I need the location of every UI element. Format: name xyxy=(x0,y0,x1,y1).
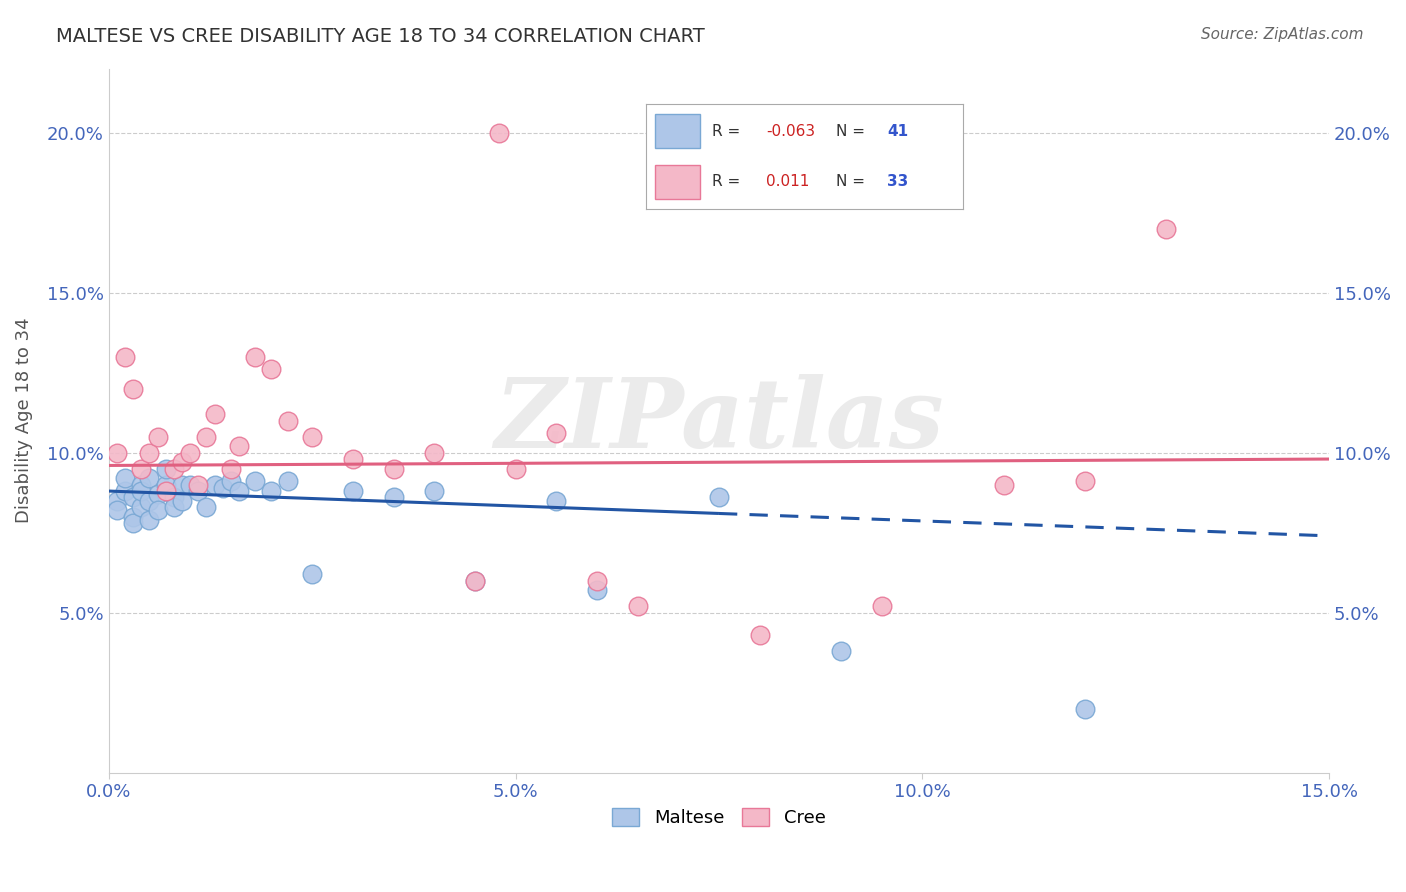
Point xyxy=(155,477,177,491)
Point xyxy=(105,503,128,517)
Point xyxy=(748,628,770,642)
Point xyxy=(993,477,1015,491)
Point xyxy=(179,445,201,459)
Point xyxy=(830,644,852,658)
Point xyxy=(464,574,486,588)
Point xyxy=(146,487,169,501)
Point xyxy=(707,491,730,505)
Point xyxy=(138,471,160,485)
Point xyxy=(1156,221,1178,235)
Point xyxy=(138,513,160,527)
Point xyxy=(423,445,446,459)
Point xyxy=(626,599,648,614)
Point xyxy=(423,484,446,499)
Point xyxy=(122,382,145,396)
Point xyxy=(204,407,226,421)
Point xyxy=(163,500,186,514)
Point xyxy=(546,493,568,508)
Point xyxy=(277,475,299,489)
Point xyxy=(382,491,405,505)
Point xyxy=(138,445,160,459)
Point xyxy=(187,477,209,491)
Point xyxy=(301,567,323,582)
Point xyxy=(546,426,568,441)
Point xyxy=(187,484,209,499)
Point xyxy=(163,491,186,505)
Point xyxy=(1074,702,1097,716)
Point xyxy=(155,484,177,499)
Point xyxy=(105,445,128,459)
Point xyxy=(195,500,218,514)
Legend: Maltese, Cree: Maltese, Cree xyxy=(605,800,832,834)
Point xyxy=(170,455,193,469)
Text: MALTESE VS CREE DISABILITY AGE 18 TO 34 CORRELATION CHART: MALTESE VS CREE DISABILITY AGE 18 TO 34 … xyxy=(56,27,704,45)
Point xyxy=(155,461,177,475)
Point xyxy=(301,430,323,444)
Point xyxy=(122,509,145,524)
Point xyxy=(129,461,152,475)
Point xyxy=(219,461,242,475)
Point xyxy=(277,414,299,428)
Point xyxy=(870,599,893,614)
Point xyxy=(195,430,218,444)
Y-axis label: Disability Age 18 to 34: Disability Age 18 to 34 xyxy=(15,318,32,524)
Point xyxy=(245,475,267,489)
Point xyxy=(114,350,136,364)
Point xyxy=(505,461,527,475)
Point xyxy=(138,493,160,508)
Point xyxy=(586,574,609,588)
Point xyxy=(129,484,152,499)
Point xyxy=(114,484,136,499)
Point xyxy=(146,430,169,444)
Point xyxy=(382,461,405,475)
Point xyxy=(129,477,152,491)
Point xyxy=(179,477,201,491)
Point xyxy=(488,126,510,140)
Point xyxy=(163,461,186,475)
Text: Source: ZipAtlas.com: Source: ZipAtlas.com xyxy=(1201,27,1364,42)
Point xyxy=(260,362,283,376)
Text: ZIPatlas: ZIPatlas xyxy=(494,374,943,467)
Point xyxy=(211,481,233,495)
Point xyxy=(204,477,226,491)
Point xyxy=(105,493,128,508)
Point xyxy=(129,500,152,514)
Point xyxy=(219,475,242,489)
Point xyxy=(170,493,193,508)
Point xyxy=(146,503,169,517)
Point xyxy=(228,439,250,453)
Point xyxy=(122,516,145,530)
Point xyxy=(228,484,250,499)
Point xyxy=(114,471,136,485)
Point xyxy=(586,583,609,598)
Point xyxy=(122,491,145,505)
Point xyxy=(1074,475,1097,489)
Point xyxy=(170,477,193,491)
Point xyxy=(260,484,283,499)
Point xyxy=(342,484,364,499)
Point xyxy=(342,452,364,467)
Point xyxy=(245,350,267,364)
Point xyxy=(464,574,486,588)
